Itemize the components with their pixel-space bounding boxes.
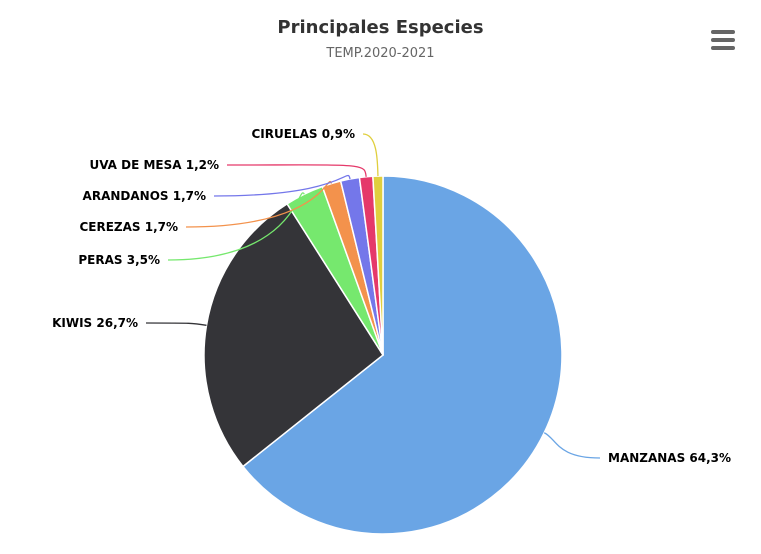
- menu-bar: [711, 46, 735, 50]
- pie-slice[interactable]: [203, 203, 384, 468]
- menu-bar: [711, 38, 735, 42]
- data-labels: MANZANAS 64,3% KIWIS 26,7% PERAS 3,5% CEREZ…: [52, 127, 731, 465]
- label-connector: [185, 181, 333, 228]
- pie-slices: [203, 175, 563, 535]
- data-label: UVA DE MESA 1,2%: [89, 158, 219, 172]
- label-connector: [213, 174, 351, 197]
- data-label: MANZANAS 64,3%: [608, 451, 731, 465]
- data-label: CEREZAS 1,7%: [79, 220, 178, 234]
- label-connector: [543, 432, 601, 459]
- menu-bar: [711, 30, 735, 34]
- chart-subtitle: TEMP.2020-2021: [326, 46, 435, 61]
- chart-title: Principales Especies: [277, 17, 484, 38]
- label-connector: [362, 133, 379, 177]
- pie-slice[interactable]: [372, 175, 384, 356]
- data-label: ARANDANOS 1,7%: [83, 189, 206, 203]
- label-connector: [226, 164, 367, 177]
- data-label: KIWIS 26,7%: [52, 316, 138, 330]
- label-connectors: [145, 133, 601, 459]
- pie-slice[interactable]: [242, 175, 563, 535]
- label-connector: [145, 322, 207, 326]
- label-connector: [167, 192, 305, 261]
- data-label: PERAS 3,5%: [78, 253, 160, 267]
- hamburger-menu-icon[interactable]: [708, 28, 738, 52]
- data-label: CIRUELAS 0,9%: [252, 127, 356, 141]
